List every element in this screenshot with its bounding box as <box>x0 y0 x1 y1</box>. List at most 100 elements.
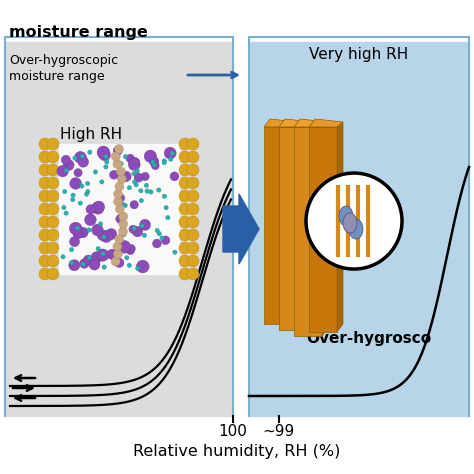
Circle shape <box>121 171 131 182</box>
Circle shape <box>149 190 153 194</box>
Circle shape <box>179 216 191 228</box>
Circle shape <box>162 194 167 199</box>
Circle shape <box>155 228 159 233</box>
Circle shape <box>39 151 51 163</box>
Circle shape <box>39 164 51 176</box>
Circle shape <box>179 177 191 189</box>
Circle shape <box>136 266 140 271</box>
Circle shape <box>111 257 120 266</box>
Circle shape <box>126 154 135 163</box>
Text: ~99: ~99 <box>263 424 295 439</box>
Circle shape <box>115 145 124 154</box>
Circle shape <box>144 183 149 188</box>
Polygon shape <box>279 119 313 127</box>
Circle shape <box>164 205 168 210</box>
Circle shape <box>91 224 103 236</box>
Circle shape <box>70 237 80 246</box>
Circle shape <box>113 249 122 258</box>
Circle shape <box>97 230 108 241</box>
Circle shape <box>47 268 59 280</box>
Circle shape <box>61 255 65 259</box>
Circle shape <box>78 227 88 238</box>
Circle shape <box>151 160 155 164</box>
Circle shape <box>122 232 126 237</box>
Circle shape <box>47 203 59 215</box>
Circle shape <box>96 246 100 251</box>
Circle shape <box>160 236 164 240</box>
Circle shape <box>109 170 118 179</box>
Circle shape <box>91 202 104 214</box>
Circle shape <box>141 172 149 181</box>
Circle shape <box>47 216 59 228</box>
Circle shape <box>113 197 122 206</box>
Circle shape <box>187 242 199 254</box>
Circle shape <box>105 160 109 164</box>
Circle shape <box>61 155 71 164</box>
Circle shape <box>162 159 166 163</box>
Circle shape <box>179 255 191 267</box>
Polygon shape <box>309 119 343 127</box>
Circle shape <box>170 151 174 155</box>
Circle shape <box>78 201 82 205</box>
Circle shape <box>119 174 124 179</box>
Circle shape <box>88 150 92 155</box>
Circle shape <box>63 189 67 194</box>
Text: High RH: High RH <box>60 127 122 142</box>
Circle shape <box>39 255 51 267</box>
Circle shape <box>39 190 51 202</box>
Circle shape <box>115 235 124 244</box>
Circle shape <box>47 177 59 189</box>
Circle shape <box>70 177 82 189</box>
Circle shape <box>100 180 104 184</box>
Circle shape <box>118 227 128 236</box>
Circle shape <box>151 162 159 170</box>
Polygon shape <box>322 122 328 336</box>
Circle shape <box>116 243 120 248</box>
Circle shape <box>153 239 161 248</box>
Circle shape <box>98 222 103 226</box>
Circle shape <box>80 184 84 188</box>
Bar <box>279 127 307 330</box>
Circle shape <box>106 228 117 239</box>
Circle shape <box>129 225 137 234</box>
Circle shape <box>69 222 82 235</box>
Circle shape <box>39 177 51 189</box>
Circle shape <box>117 198 121 202</box>
Circle shape <box>123 203 128 208</box>
Circle shape <box>132 172 136 176</box>
Circle shape <box>86 190 90 194</box>
Circle shape <box>80 154 84 158</box>
Circle shape <box>119 162 123 166</box>
Circle shape <box>102 235 106 239</box>
Circle shape <box>62 205 66 210</box>
Circle shape <box>47 151 59 163</box>
Circle shape <box>111 152 120 161</box>
Circle shape <box>123 155 128 159</box>
Circle shape <box>81 262 85 266</box>
Circle shape <box>102 265 106 269</box>
Text: moisture range: moisture range <box>9 70 105 83</box>
Bar <box>249 42 469 416</box>
Circle shape <box>127 263 132 267</box>
Circle shape <box>73 156 77 160</box>
Circle shape <box>85 182 90 186</box>
Circle shape <box>187 255 199 267</box>
Circle shape <box>47 164 59 176</box>
Polygon shape <box>264 119 298 127</box>
Circle shape <box>39 229 51 241</box>
Circle shape <box>125 255 129 260</box>
Circle shape <box>187 203 199 215</box>
FancyArrow shape <box>223 194 259 264</box>
Ellipse shape <box>349 219 363 239</box>
Circle shape <box>173 250 177 255</box>
Ellipse shape <box>339 206 353 226</box>
Circle shape <box>75 226 80 230</box>
Polygon shape <box>294 119 328 127</box>
Circle shape <box>71 197 75 202</box>
Bar <box>264 127 292 324</box>
Circle shape <box>116 214 125 223</box>
Circle shape <box>187 177 199 189</box>
Circle shape <box>39 268 51 280</box>
Circle shape <box>134 173 143 182</box>
Text: moisture range: moisture range <box>9 25 148 40</box>
